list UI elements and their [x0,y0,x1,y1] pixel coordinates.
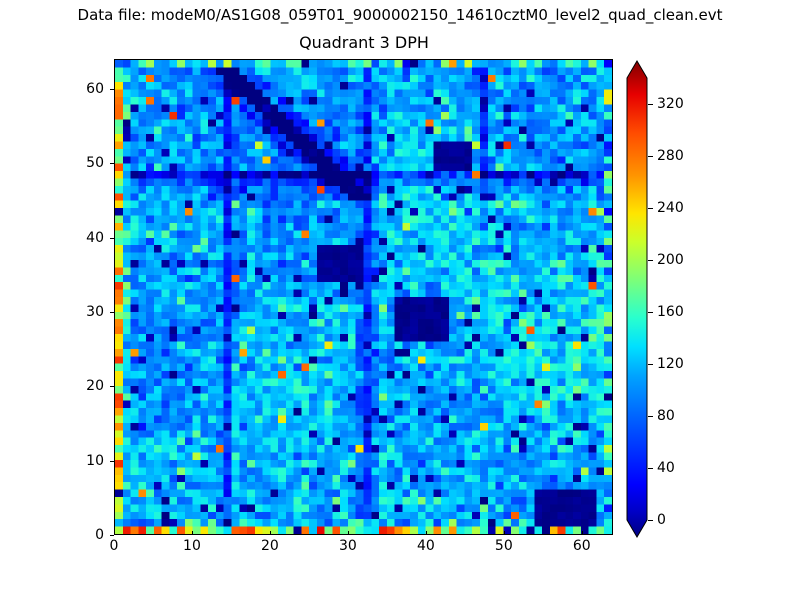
colorbar-tick-label: 40 [657,460,675,476]
y-tick-mark [110,386,114,388]
x-tick-label: 50 [494,538,513,554]
colorbar-tick-label: 200 [657,252,684,268]
x-tick-label: 30 [338,538,357,554]
y-tick-label: 50 [86,155,104,172]
x-tick-mark [114,531,115,535]
y-tick-mark [110,163,114,165]
y-tick-label: 60 [86,80,104,97]
y-tick-label: 10 [86,452,104,469]
colorbar-tick-mark [648,156,653,157]
colorbar-tick-label: 320 [657,96,684,112]
colorbar-tick-mark [648,208,653,209]
x-tick-mark [191,531,193,535]
y-tick-mark [110,237,114,239]
y-tick-mark [110,88,114,90]
x-tick-mark [581,531,583,535]
y-tick-label: 30 [86,303,104,320]
chart-title: Quadrant 3 DPH [299,33,429,52]
colorbar-tick-mark [648,260,653,261]
colorbar-gradient [626,60,648,538]
x-tick-mark [269,531,271,535]
colorbar-tick-mark [648,520,653,521]
y-tick-label: 20 [86,378,104,395]
colorbar-tick-label: 280 [657,148,684,164]
x-tick-label: 10 [183,538,201,554]
x-tick-mark [503,531,505,535]
data-file-label: Data file: modeM0/AS1G08_059T01_90000021… [77,6,723,24]
y-tick-mark [110,535,114,536]
colorbar-tick-mark [648,312,653,313]
colorbar-tick-label: 120 [657,356,684,372]
y-tick-label: 0 [95,527,104,543]
x-tick-label: 40 [416,538,435,554]
colorbar-tick-mark [648,416,653,417]
colorbar-tick-mark [648,364,653,365]
y-tick-label: 40 [86,229,104,246]
colorbar-tick-label: 0 [657,512,666,528]
colorbar-tick-label: 160 [657,304,684,320]
y-tick-mark [110,311,114,313]
x-tick-label: 60 [572,538,591,554]
x-tick-label: 20 [261,538,279,554]
colorbar[interactable] [626,59,648,539]
colorbar-tick-label: 240 [657,200,684,216]
colorbar-tick-label: 80 [657,408,675,424]
x-tick-label: 0 [109,538,119,554]
y-tick-mark [110,460,114,462]
colorbar-tick-mark [648,468,653,469]
heatmap-image[interactable] [115,60,612,534]
heatmap-axes[interactable] [114,59,613,535]
x-tick-mark [425,531,427,535]
colorbar-tick-mark [648,104,653,105]
x-tick-mark [347,531,349,535]
